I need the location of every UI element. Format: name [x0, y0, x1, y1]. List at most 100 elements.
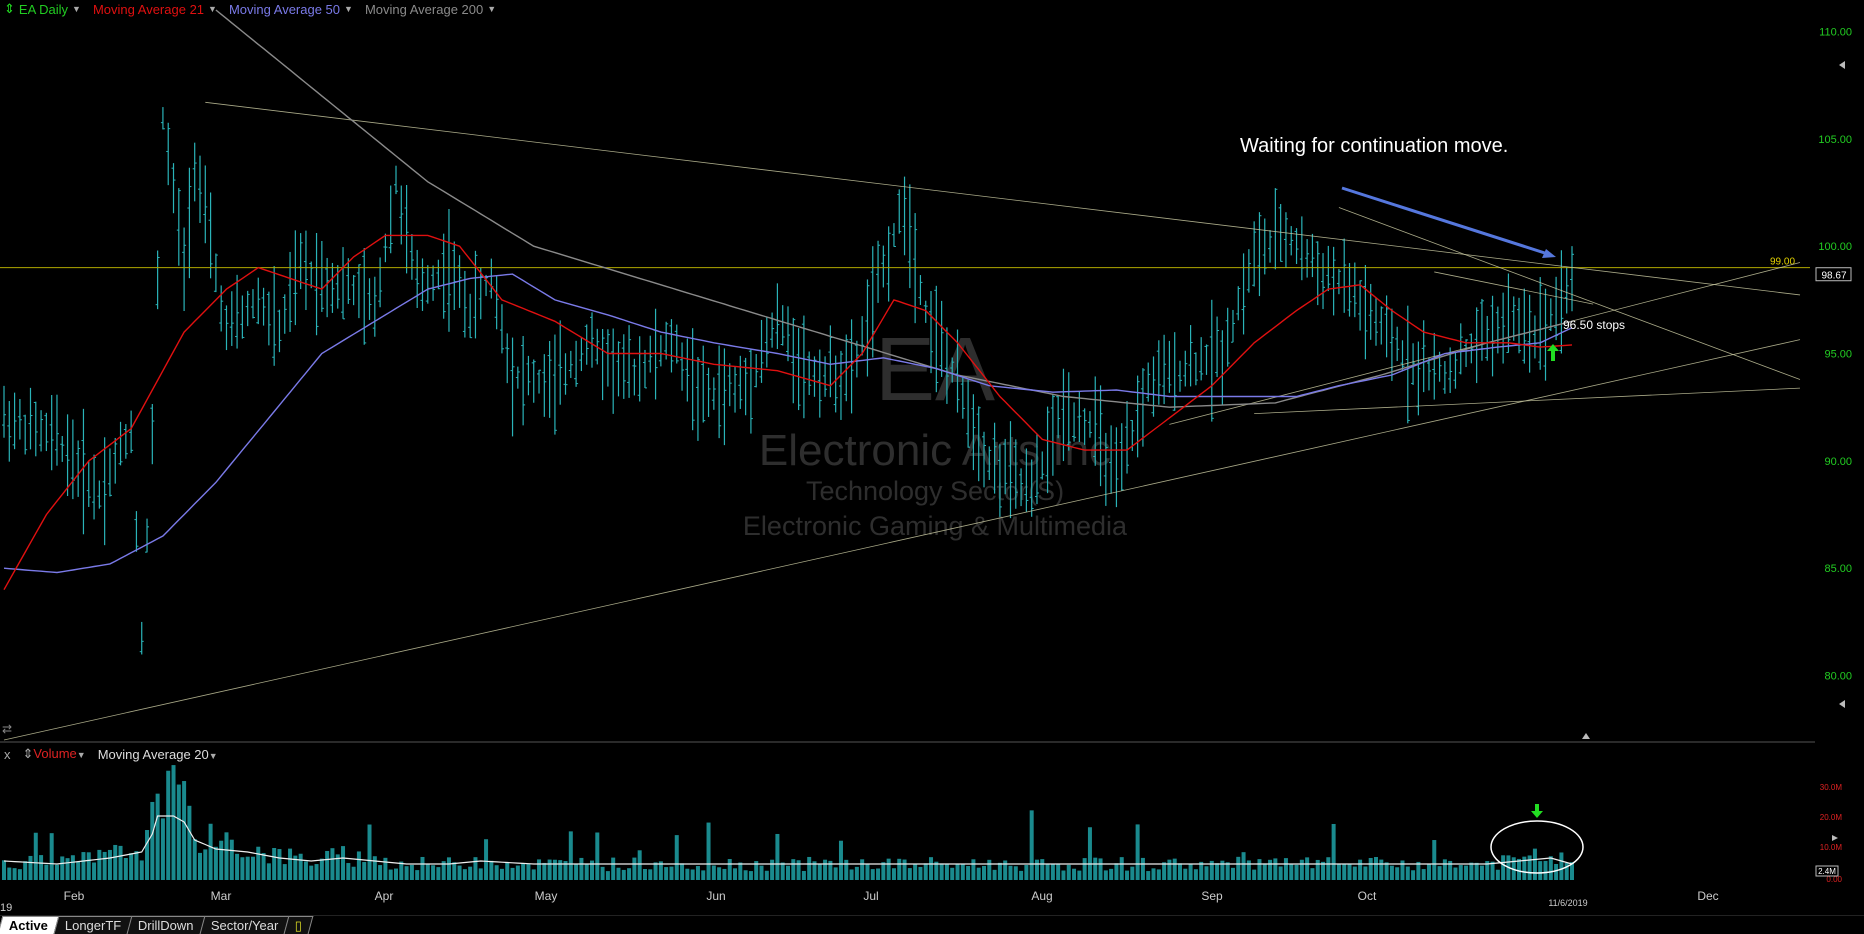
volume-bar	[160, 818, 165, 880]
volume-ma20-label[interactable]: Moving Average 20▼	[97, 746, 218, 762]
volume-bar	[812, 861, 817, 880]
volume-bar	[1114, 863, 1119, 880]
volume-bar	[717, 867, 722, 880]
volume-bar	[743, 870, 748, 880]
volume-bar	[150, 801, 155, 880]
volume-bar	[468, 866, 473, 880]
ma50-line	[3, 273, 1573, 574]
volume-bar	[1209, 860, 1214, 880]
volume-bar	[1008, 865, 1013, 880]
volume-bar	[934, 861, 939, 880]
close-pane-button[interactable]: x	[4, 746, 11, 762]
volume-bar	[642, 868, 647, 880]
volume-bar	[139, 860, 144, 880]
volume-bar	[1458, 865, 1463, 880]
volume-highlight-ellipse	[1490, 820, 1584, 874]
volume-bar	[637, 850, 642, 880]
x-tick-label: Dec	[1697, 889, 1718, 903]
volume-bar	[113, 844, 118, 880]
y-tick-label: 110.00	[1819, 26, 1852, 38]
new-tab-icon[interactable]: ▯	[284, 916, 315, 934]
volume-bar	[60, 856, 65, 880]
volume-bar	[1527, 855, 1532, 880]
volume-bar	[81, 852, 86, 880]
y-tick-label: 95.00	[1824, 349, 1852, 361]
x-tick-label: Jul	[863, 889, 878, 903]
volume-bar	[229, 839, 234, 880]
volume-bar	[219, 840, 224, 880]
volume-bar	[1130, 866, 1135, 880]
tab-active[interactable]: Active	[0, 916, 60, 934]
volume-tick-label: 20.0M	[1820, 813, 1843, 822]
tab-longertf[interactable]: LongerTF	[53, 916, 133, 934]
volume-bar	[1543, 860, 1548, 880]
volume-bar	[674, 835, 679, 880]
volume-tick-label: 10.0M	[1820, 843, 1843, 852]
volume-bar	[54, 864, 59, 880]
volume-bar	[1230, 867, 1235, 880]
volume-bar	[1013, 866, 1018, 880]
volume-bar	[1003, 860, 1008, 880]
volume-bar	[272, 847, 277, 880]
volume-bar	[563, 861, 568, 880]
volume-bar	[595, 832, 600, 880]
ma200-legend[interactable]: Moving Average 200 ▼	[364, 1, 497, 17]
volume-bar	[1570, 862, 1574, 880]
volume-bar	[171, 765, 176, 880]
volume-bar	[547, 859, 552, 880]
ma50-legend[interactable]: Moving Average 50 ▼	[228, 1, 353, 17]
volume-bar	[1564, 862, 1569, 880]
volume-bar	[1363, 866, 1368, 880]
volume-bar	[92, 862, 97, 880]
volume-bar	[1167, 859, 1172, 880]
volume-bar	[1538, 861, 1543, 880]
volume-bar	[102, 851, 107, 880]
volume-bar	[1183, 868, 1188, 880]
volume-bar	[1236, 856, 1241, 880]
volume-bar	[1310, 868, 1315, 880]
volume-bar	[1426, 863, 1431, 880]
volume-bar	[1501, 855, 1506, 880]
volume-bar	[245, 856, 250, 880]
volume-bar	[764, 870, 769, 880]
volume-bar	[1283, 858, 1288, 880]
volume-bar	[372, 856, 377, 880]
trendline-short	[1434, 271, 1594, 305]
volume-bar	[86, 852, 91, 880]
volume-bar	[1485, 861, 1490, 880]
volume-bar	[621, 869, 626, 880]
volume-bar	[367, 824, 372, 880]
volume-bar	[775, 833, 780, 880]
volume-tick-label: 30.0M	[1820, 783, 1843, 792]
volume-bar	[39, 855, 44, 880]
volume-bar	[658, 861, 663, 880]
volume-label[interactable]: ⇕Volume▼	[22, 746, 86, 761]
volume-bar	[17, 869, 22, 880]
symbol-legend[interactable]: ⇕ EA Daily ▼	[4, 1, 81, 17]
tab-sector-year[interactable]: Sector/Year	[199, 916, 290, 934]
volume-bar	[213, 846, 218, 880]
volume-bar	[1220, 860, 1225, 880]
volume-bar	[552, 859, 557, 880]
tab-drilldown[interactable]: DrillDown	[126, 916, 206, 934]
volume-bar	[303, 861, 308, 880]
volume-bar	[521, 863, 526, 880]
volume-bar	[1072, 868, 1077, 880]
volume-bar	[680, 863, 685, 880]
ma21-line	[3, 234, 1573, 591]
volume-bar	[1215, 863, 1220, 880]
volume-bar	[1246, 860, 1251, 880]
volume-bar	[653, 862, 658, 880]
volume-bar	[902, 859, 907, 880]
ma21-legend[interactable]: Moving Average 21 ▼	[92, 1, 217, 17]
volume-bar	[1389, 865, 1394, 880]
volume-bar	[1289, 864, 1294, 880]
volume-bar	[1554, 863, 1559, 880]
volume-bar	[1532, 848, 1537, 880]
volume-bar	[1432, 840, 1437, 880]
volume-bar	[436, 867, 441, 880]
volume-bar	[176, 784, 181, 880]
volume-bar	[865, 864, 870, 880]
volume-bar	[182, 781, 187, 880]
volume-bar	[1066, 864, 1071, 880]
